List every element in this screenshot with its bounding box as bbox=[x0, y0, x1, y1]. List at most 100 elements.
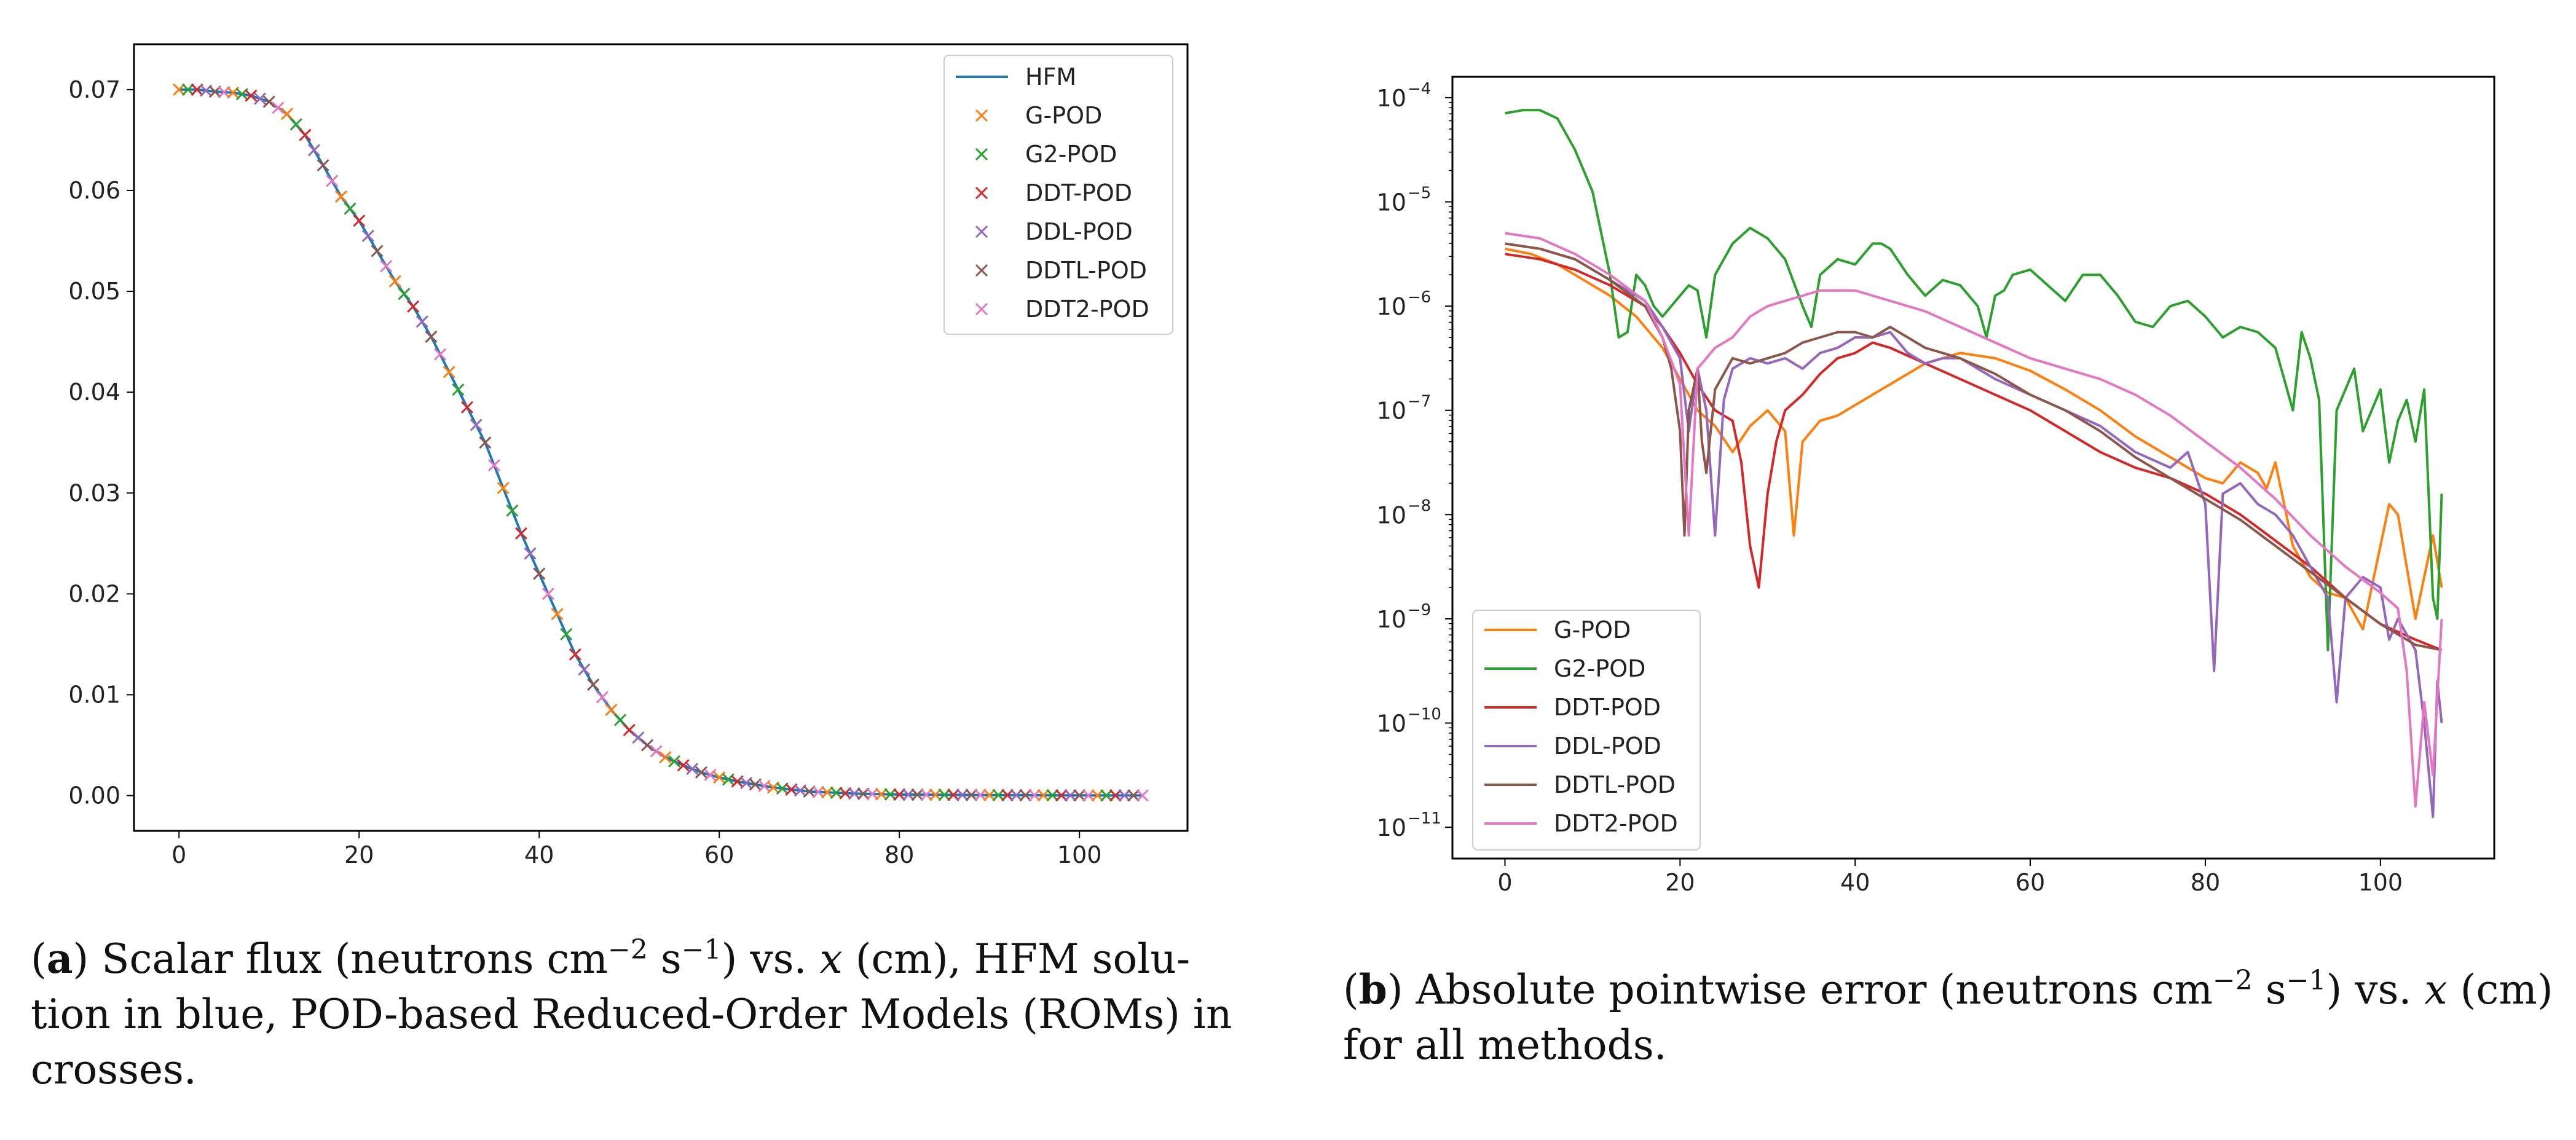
panel-b-y-tick-label: 10 bbox=[1377, 293, 1406, 320]
marker-g2-pod bbox=[668, 755, 681, 768]
panel-a-x-tick-label: 0 bbox=[171, 841, 186, 868]
caption-a-line2: tion in blue, POD-based Reduced-Order Mo… bbox=[31, 991, 1232, 1038]
panel-b-legend-entry-ddtl-pod: DDTL-POD bbox=[1484, 771, 1676, 798]
panel-b-x-tick-label: 20 bbox=[1665, 869, 1695, 896]
marker-ddt-pod bbox=[1001, 788, 1014, 801]
panel-b-y-tick-label: 10 bbox=[1377, 501, 1406, 529]
marker-ddl-pod bbox=[956, 788, 969, 801]
marker-ddt-pod bbox=[1055, 789, 1068, 802]
caption-a-text-1: ) Scalar flux (neutrons cm bbox=[73, 935, 609, 983]
marker-ddl-pod bbox=[848, 787, 861, 800]
marker-ddtl-pod bbox=[965, 788, 978, 801]
panel-b-legend-label: G-POD bbox=[1554, 616, 1631, 643]
marker-ddtl-pod bbox=[317, 159, 329, 171]
panel-a-y-tick-label: 0.04 bbox=[68, 379, 120, 406]
panel-b-y-tick-exponent: −4 bbox=[1408, 80, 1431, 98]
panel-a-chart: 0 20 40 60 80 100 0.00 0.01 0.02 0.03 0.04 0.05 0.06… bbox=[68, 43, 1189, 868]
caption-b-text-3: ) vs. bbox=[2326, 966, 2425, 1013]
panel-b-legend-frame bbox=[1472, 610, 1701, 851]
marker-g-pod bbox=[929, 788, 942, 801]
panel-a-legend-entry-ddt2-pod: DDT2-POD bbox=[975, 296, 1149, 323]
marker-g2-pod bbox=[560, 627, 573, 641]
panel-a-y-tick-label: 0.01 bbox=[68, 681, 120, 708]
caption-a-text-3: ) vs. bbox=[721, 935, 820, 983]
caption-b-text-2: s bbox=[2252, 966, 2286, 1013]
panel-a-axes-frame bbox=[133, 43, 1189, 832]
marker-g2-pod bbox=[452, 383, 465, 396]
panel-b-legend-label: DDT-POD bbox=[1554, 694, 1661, 721]
marker-ddt2-pod bbox=[380, 259, 393, 273]
panel-b-x-tick-label: 40 bbox=[1840, 869, 1870, 896]
marker-g2-pod bbox=[1100, 789, 1113, 802]
marker-ddtl-pod bbox=[695, 766, 707, 779]
panel-b-legend-entry-ddt2-pod: DDT2-POD bbox=[1484, 810, 1678, 837]
marker-ddt-pod bbox=[947, 788, 960, 801]
series-ddt-pod-line bbox=[1505, 253, 2443, 651]
marker-ddl-pod bbox=[416, 315, 428, 328]
marker-g-pod bbox=[659, 751, 672, 764]
panel-a-legend-entry-g-pod: G-POD bbox=[975, 102, 1102, 129]
caption-a-text-4: (cm), HFM solu- bbox=[842, 935, 1191, 983]
panel-a-y-tick-label: 0.07 bbox=[68, 76, 120, 103]
panel-b-y-tick-label: 10 bbox=[1377, 814, 1406, 841]
panel-a-y-tick-label: 0.03 bbox=[68, 479, 120, 506]
marker-ddt-pod bbox=[353, 214, 366, 227]
panel-a-legend-entry-g2-pod: G2-POD bbox=[975, 141, 1117, 168]
marker-ddl-pod bbox=[361, 229, 374, 242]
marker-ddtl-pod bbox=[1019, 788, 1032, 802]
marker-ddt2-pod bbox=[434, 348, 447, 361]
panel-a-x-tick-label: 60 bbox=[704, 841, 734, 868]
caption-b-sup2: −1 bbox=[2286, 965, 2326, 996]
panel-a-x-tick-label: 40 bbox=[524, 841, 554, 868]
caption-b-text-1: ) Absolute pointwise error (neutrons cm bbox=[1387, 966, 2213, 1013]
marker-ddl-pod bbox=[1118, 789, 1131, 802]
series-ddt2-pod-line bbox=[1505, 232, 2443, 808]
caption-b-label: b bbox=[1358, 965, 1387, 1013]
series-g2-pod-line bbox=[1505, 109, 2443, 651]
panel-b-legend: G-POD G2-POD DDT-POD DDL-POD DDTL-POD DDT2-PO… bbox=[1472, 610, 1701, 851]
panel-a-legend-frame bbox=[943, 55, 1173, 335]
panel-a-legend-label: HFM bbox=[1025, 63, 1076, 90]
panel-b-y-tick-exponent: −6 bbox=[1408, 288, 1431, 307]
marker-g-pod bbox=[280, 108, 294, 120]
caption-a-line3: crosses. bbox=[31, 1046, 197, 1093]
panel-a-y-tick-label: 0.05 bbox=[68, 278, 120, 305]
panel-b-legend-label: G2-POD bbox=[1554, 655, 1645, 682]
panel-b-legend-entry-ddt-pod: DDT-POD bbox=[1484, 694, 1661, 721]
panel-a-legend-label: DDT-POD bbox=[1025, 179, 1132, 206]
marker-ddt-pod bbox=[299, 128, 312, 141]
marker-g-pod bbox=[605, 704, 618, 717]
marker-ddtl-pod bbox=[911, 788, 924, 801]
marker-ddt-pod bbox=[893, 788, 906, 801]
panel-a-legend-label: DDL-POD bbox=[1025, 218, 1133, 245]
marker-ddl-pod bbox=[307, 144, 321, 157]
marker-ddt2-pod bbox=[596, 691, 609, 704]
caption-a: (a) Scalar flux (neutrons cm−2 s−1) vs. … bbox=[31, 931, 1291, 1098]
marker-g-pod bbox=[1037, 788, 1050, 802]
panel-b-y-tick-label: 10 bbox=[1377, 398, 1406, 425]
marker-g2-pod bbox=[614, 713, 627, 726]
marker-ddtl-pod bbox=[425, 330, 438, 343]
panel-b-legend-label: DDT2-POD bbox=[1554, 810, 1678, 837]
panel-a-legend-entry-ddt-pod: DDT-POD bbox=[975, 179, 1132, 206]
marker-ddt2-pod bbox=[974, 788, 987, 801]
panel-b-legend-entry-ddl-pod: DDL-POD bbox=[1484, 733, 1661, 760]
marker-ddl-pod bbox=[1010, 788, 1023, 801]
marker-g-pod bbox=[173, 83, 186, 96]
marker-ddt2-pod bbox=[1028, 788, 1041, 802]
marker-ddl-pod bbox=[524, 547, 537, 560]
marker-ddl-pod bbox=[686, 763, 699, 776]
panel-a-legend-entry-ddtl-pod: DDTL-POD bbox=[975, 257, 1147, 284]
panel-a-y-tick-label: 0.00 bbox=[68, 782, 120, 809]
panel-b-legend-label: DDL-POD bbox=[1554, 733, 1661, 760]
marker-ddl-pod bbox=[470, 419, 483, 431]
marker-g2-pod bbox=[398, 288, 411, 301]
caption-b-text-4: (cm) bbox=[2447, 966, 2553, 1013]
panel-b-y-tick-label: 10 bbox=[1377, 85, 1406, 112]
caption-b-x-var: x bbox=[2424, 966, 2448, 1013]
marker-ddt2-pod bbox=[866, 787, 879, 800]
marker-ddt2-pod bbox=[704, 768, 717, 781]
marker-g-pod bbox=[334, 190, 348, 203]
panel-b-y-tick-label: 10 bbox=[1377, 189, 1406, 216]
panel-b-legend-entry-g-pod: G-POD bbox=[1484, 616, 1631, 643]
